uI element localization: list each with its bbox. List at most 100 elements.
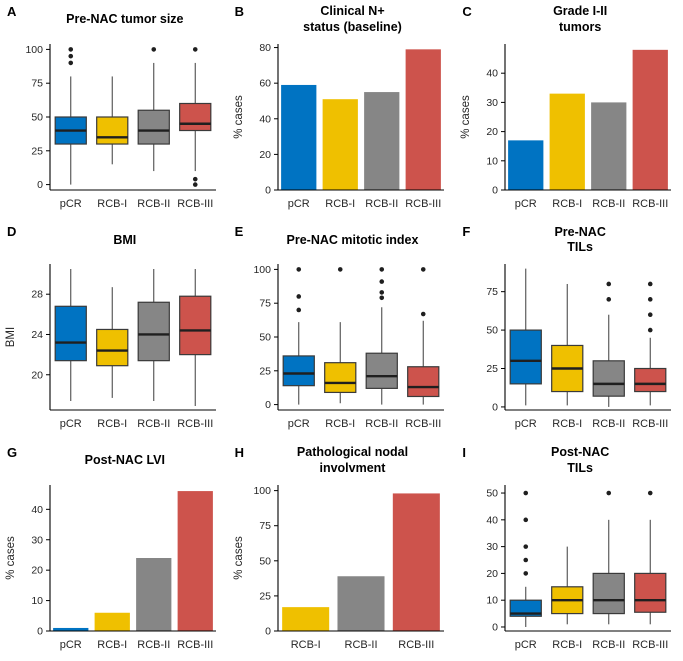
box-RCB-III: [179, 102, 212, 132]
y-tick-label: 0: [37, 625, 43, 637]
bar-RCB-I: [94, 612, 130, 631]
y-tick-label: 30: [487, 541, 499, 553]
bar-RCB-III: [405, 49, 441, 190]
outlier-dot-RCB-III: [648, 297, 653, 302]
panel-letter-i: I: [462, 444, 466, 460]
y-tick-label: 75: [487, 286, 499, 298]
panel-letter-a: A: [7, 4, 17, 19]
outlier-dot-pCR: [523, 517, 529, 522]
y-tick-label: 75: [259, 520, 271, 532]
outlier-dot-RCB-II: [379, 279, 384, 285]
chart-title-g: Post-NAC LVI: [84, 452, 165, 467]
y-tick-label: 50: [487, 325, 499, 337]
x-category-label: RCB-I: [97, 418, 127, 430]
box-pCR: [54, 306, 87, 362]
x-category-label: RCB-III: [398, 639, 434, 651]
y-axis-title: BMI: [5, 327, 17, 347]
outlier-dot-pCR: [68, 60, 74, 66]
outlier-dot-RCB-III: [192, 182, 198, 187]
y-tick-label: 40: [487, 68, 499, 80]
box-pCR: [282, 355, 315, 387]
y-axis-title: % cases: [233, 95, 245, 139]
outlier-dot-RCB-III: [192, 176, 198, 182]
y-tick-label: 40: [487, 514, 499, 526]
y-tick-label: 50: [487, 487, 499, 499]
outlier-dot-pCR: [523, 543, 529, 549]
barchart-pathological-nodal-involvment: 0 25 50 75 100 % cases RCB-I RCB-II RCB-III: [233, 484, 444, 651]
panel-h: H Pathological nodal involvment 0 25 50 75 1…: [228, 441, 456, 661]
y-tick-label: 10: [487, 155, 499, 167]
y-axis-title: % cases: [5, 536, 17, 580]
panel-letter-b: B: [234, 4, 245, 19]
x-category-label: RCB-I: [325, 418, 355, 430]
outlier-dot-RCB-II: [379, 267, 384, 273]
x-category-label: RCB-III: [177, 198, 213, 210]
x-category-label: RCB-I: [553, 639, 583, 651]
panel-letter-h: H: [234, 444, 245, 460]
y-tick-label: 20: [487, 126, 499, 138]
box-RCB-II: [592, 360, 626, 398]
y-tick-label: 20: [487, 568, 499, 580]
x-category-label: pCR: [60, 418, 82, 430]
box-RCB-I: [96, 116, 129, 145]
x-category-label: RCB-I: [553, 418, 583, 430]
y-tick-label: 50: [259, 555, 271, 567]
y-tick-label: 25: [259, 366, 271, 378]
bar-RCB-III: [392, 493, 440, 631]
boxplot-post-nac-tils: 0 10 20 30 40 50 pCR RCB-I RCB-II RCB-III: [487, 484, 672, 651]
y-tick-label: 28: [31, 289, 43, 301]
chart-title-a: Pre-NAC tumor size: [66, 12, 184, 27]
box-RCB-III: [179, 295, 212, 356]
y-tick-label: 25: [259, 590, 271, 602]
box-RCB-II: [365, 352, 398, 390]
chart-title-f: Pre-NAC TILs: [554, 224, 606, 255]
x-category-label: RCB-II: [593, 639, 626, 651]
y-tick-label: 50: [259, 332, 271, 344]
outlier-dot-RCB-III: [648, 282, 653, 287]
box-RCB-I: [323, 362, 357, 394]
panel-letter-c: C: [462, 4, 472, 19]
box-RCB-II: [137, 301, 170, 362]
box-RCB-III: [406, 366, 440, 398]
x-category-label: RCB-III: [177, 418, 213, 430]
bar-RCB-I: [281, 606, 329, 631]
box-pCR: [509, 329, 543, 385]
x-category-label: RCB-II: [365, 418, 398, 430]
bar-RCB-III: [177, 490, 213, 631]
x-category-label: RCB-III: [405, 198, 441, 210]
outlier-dot-RCB-III: [420, 267, 426, 273]
outlier-dot-RCB-III: [648, 490, 653, 495]
outlier-dot-pCR: [68, 47, 74, 52]
x-category-label: pCR: [515, 418, 537, 430]
y-tick-label: 100: [253, 264, 271, 276]
outlier-dot-RCB-III: [648, 312, 653, 318]
y-tick-label: 0: [492, 621, 498, 633]
y-tick-label: 0: [492, 402, 498, 414]
y-tick-label: 0: [37, 179, 43, 191]
x-category-label: RCB-III: [405, 418, 441, 430]
boxplot-bmi: 20 24 28 BMI pCR RCB-I RCB-II RCB-III: [5, 264, 216, 430]
x-category-label: RCB-II: [137, 418, 170, 430]
barchart-clinical-n-status: 0 20 40 60 80 % cases pCR RCB-I RCB-II RCB-III: [233, 42, 444, 210]
panel-f: F Pre-NAC TILs 0 25 50 75 pCR RCB-I RCB-II RCB-…: [455, 220, 683, 440]
y-axis-title: % cases: [460, 95, 472, 139]
outlier-dot-pCR: [296, 294, 301, 300]
x-category-label: RCB-II: [593, 418, 626, 430]
box-RCB-III: [634, 572, 667, 613]
outlier-dot-RCB-III: [648, 328, 653, 333]
bar-RCB-II: [136, 557, 172, 631]
x-category-label: pCR: [515, 198, 537, 210]
bar-RCB-II: [591, 102, 627, 190]
x-category-label: RCB-I: [97, 639, 127, 651]
x-category-label: RCB-III: [177, 639, 213, 651]
y-tick-label: 0: [265, 185, 271, 197]
y-tick-label: 0: [265, 625, 271, 637]
x-category-label: RCB-I: [553, 198, 583, 210]
x-category-label: RCB-II: [344, 639, 377, 651]
boxplot-pre-nac-mitotic-index: 0 25 50 75 100 pCR RCB-I RCB-II RCB-III: [253, 264, 444, 430]
panel-letter-e: E: [234, 224, 244, 240]
y-tick-label: 20: [31, 370, 43, 382]
outlier-dot-RCB-III: [192, 47, 198, 52]
x-category-label: RCB-I: [97, 198, 127, 210]
